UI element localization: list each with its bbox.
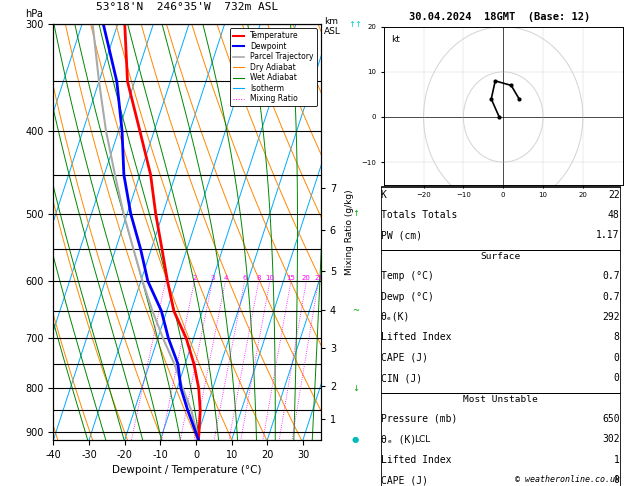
Text: 25: 25 bbox=[314, 276, 323, 281]
Text: 22: 22 bbox=[608, 190, 620, 200]
Text: Lifted Index: Lifted Index bbox=[381, 332, 451, 342]
Text: km
ASL: km ASL bbox=[324, 17, 341, 35]
X-axis label: Dewpoint / Temperature (°C): Dewpoint / Temperature (°C) bbox=[113, 465, 262, 475]
Text: CAPE (J): CAPE (J) bbox=[381, 475, 428, 485]
Text: Lifted Index: Lifted Index bbox=[381, 455, 451, 465]
Text: 0: 0 bbox=[614, 475, 620, 485]
Text: 53°18'N  246°35'W  732m ASL: 53°18'N 246°35'W 732m ASL bbox=[96, 2, 278, 12]
Text: CAPE (J): CAPE (J) bbox=[381, 353, 428, 363]
Text: 3: 3 bbox=[210, 276, 214, 281]
Text: ↓: ↓ bbox=[352, 383, 359, 393]
Legend: Temperature, Dewpoint, Parcel Trajectory, Dry Adiabat, Wet Adiabat, Isotherm, Mi: Temperature, Dewpoint, Parcel Trajectory… bbox=[230, 28, 317, 106]
Text: ↑: ↑ bbox=[352, 209, 359, 218]
Text: ●: ● bbox=[352, 435, 359, 444]
Text: 0.7: 0.7 bbox=[602, 292, 620, 301]
Text: 0: 0 bbox=[614, 373, 620, 383]
Text: LCL: LCL bbox=[415, 435, 431, 444]
Text: 0.7: 0.7 bbox=[602, 271, 620, 281]
Text: 10: 10 bbox=[265, 276, 274, 281]
Text: 30.04.2024  18GMT  (Base: 12): 30.04.2024 18GMT (Base: 12) bbox=[409, 12, 591, 22]
Text: 292: 292 bbox=[602, 312, 620, 322]
Text: 6: 6 bbox=[242, 276, 247, 281]
Text: 302: 302 bbox=[602, 434, 620, 444]
Text: 48: 48 bbox=[608, 210, 620, 220]
Text: 0: 0 bbox=[614, 353, 620, 363]
Text: θₑ (K): θₑ (K) bbox=[381, 434, 416, 444]
Text: 1: 1 bbox=[164, 276, 168, 281]
Text: kt: kt bbox=[391, 35, 400, 44]
Text: K: K bbox=[381, 190, 386, 200]
Text: 8: 8 bbox=[614, 332, 620, 342]
Text: Surface: Surface bbox=[480, 252, 520, 261]
Text: Dewp (°C): Dewp (°C) bbox=[381, 292, 433, 301]
Text: PW (cm): PW (cm) bbox=[381, 230, 421, 241]
Text: θₑ(K): θₑ(K) bbox=[381, 312, 410, 322]
Text: © weatheronline.co.uk: © weatheronline.co.uk bbox=[515, 474, 620, 484]
Text: ↑↑: ↑↑ bbox=[348, 20, 362, 29]
Text: Temp (°C): Temp (°C) bbox=[381, 271, 433, 281]
Text: Most Unstable: Most Unstable bbox=[463, 395, 537, 403]
Text: 650: 650 bbox=[602, 414, 620, 424]
Text: 1: 1 bbox=[614, 455, 620, 465]
Text: 1.17: 1.17 bbox=[596, 230, 620, 241]
Text: CIN (J): CIN (J) bbox=[381, 373, 421, 383]
Text: 20: 20 bbox=[302, 276, 311, 281]
Text: 4: 4 bbox=[223, 276, 228, 281]
Text: Mixing Ratio (g/kg): Mixing Ratio (g/kg) bbox=[345, 189, 353, 275]
Text: 15: 15 bbox=[286, 276, 296, 281]
Text: 2: 2 bbox=[192, 276, 197, 281]
Text: hPa: hPa bbox=[25, 9, 43, 19]
Text: Pressure (mb): Pressure (mb) bbox=[381, 414, 457, 424]
Text: 8: 8 bbox=[257, 276, 261, 281]
Text: Totals Totals: Totals Totals bbox=[381, 210, 457, 220]
Text: ~: ~ bbox=[352, 307, 359, 315]
